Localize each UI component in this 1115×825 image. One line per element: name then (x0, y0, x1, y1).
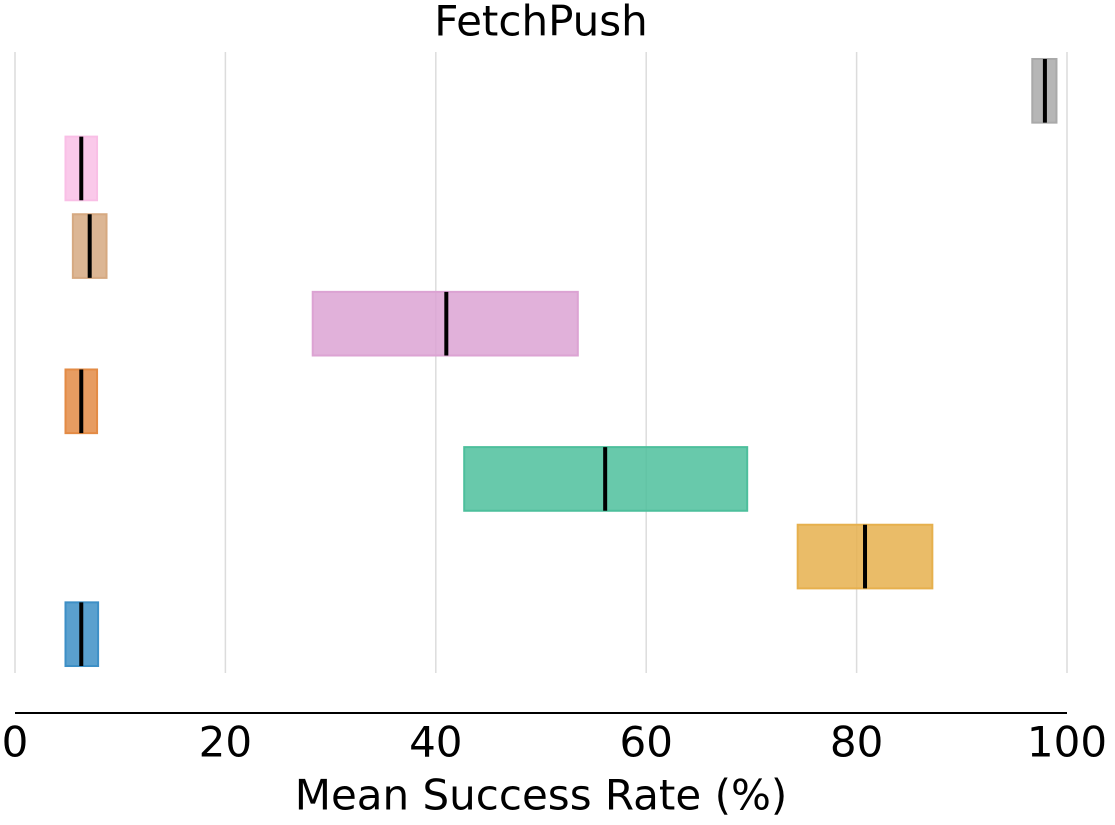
x-axis-label: Mean Success Rate (%) (295, 771, 788, 820)
x-tick-label: 100 (1027, 718, 1107, 767)
x-tick-label: 80 (830, 718, 883, 767)
x-tick-label: 20 (199, 718, 252, 767)
x-tick-label: 60 (619, 718, 672, 767)
chart-title: FetchPush (434, 0, 648, 46)
x-tick-label: 0 (2, 718, 29, 767)
x-tick-label: 40 (409, 718, 462, 767)
